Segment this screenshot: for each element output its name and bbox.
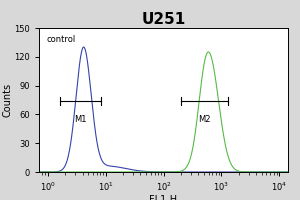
Text: M1: M1 [74, 115, 87, 124]
Text: M2: M2 [198, 115, 211, 124]
Title: U251: U251 [141, 12, 186, 27]
X-axis label: FL1-H: FL1-H [149, 195, 178, 200]
Text: control: control [46, 35, 76, 44]
Y-axis label: Counts: Counts [3, 83, 13, 117]
